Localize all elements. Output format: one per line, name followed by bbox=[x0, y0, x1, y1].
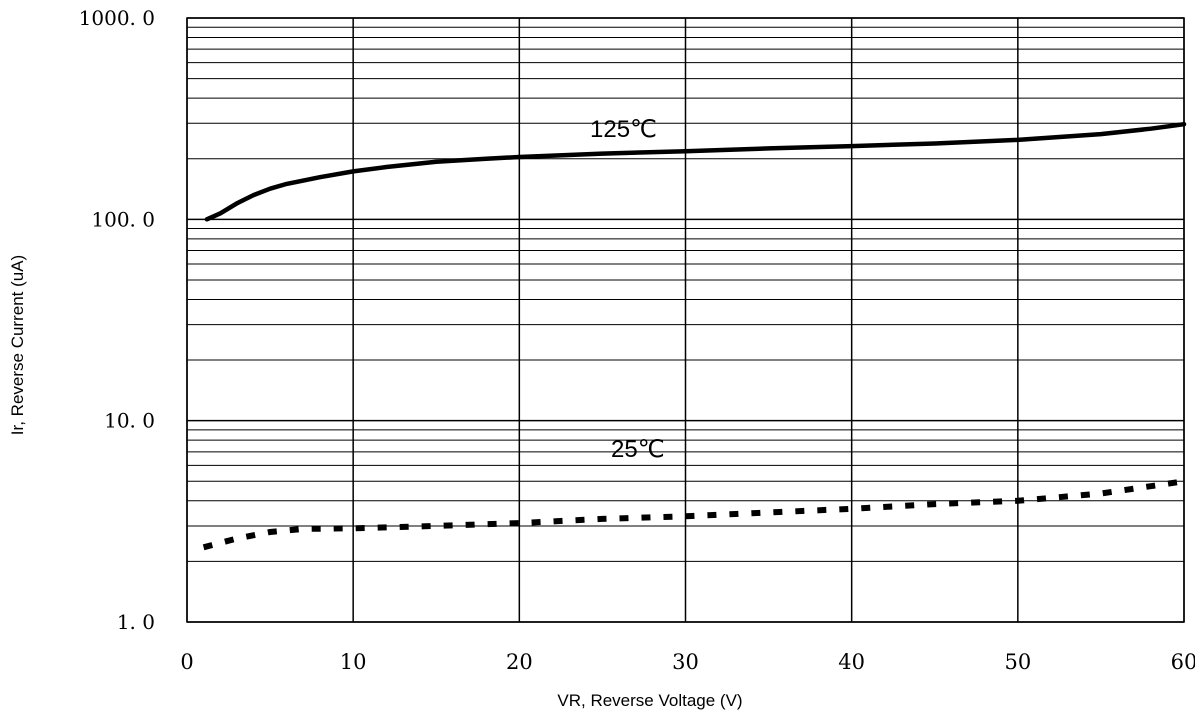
x-tick-label: 40 bbox=[838, 650, 865, 674]
series-lines bbox=[202, 121, 1187, 551]
x-tick-label: 20 bbox=[506, 650, 533, 674]
x-tick-label: 0 bbox=[180, 650, 193, 674]
y-tick-label: 1. 0 bbox=[117, 610, 155, 634]
series-label-125c: 125℃ bbox=[590, 116, 657, 143]
x-tick-label: 30 bbox=[672, 650, 699, 674]
y-tick-label: 100. 0 bbox=[91, 207, 155, 231]
x-tick-label: 50 bbox=[1004, 650, 1031, 674]
y-axis-title: Ir, Reverse Current (uA) bbox=[8, 255, 27, 435]
y-tick-label: 10. 0 bbox=[104, 409, 155, 433]
series-line-25c bbox=[202, 478, 1185, 551]
series-label-25c: 25℃ bbox=[611, 436, 665, 463]
y-tick-label: 1000. 0 bbox=[79, 6, 155, 30]
x-tick-label: 10 bbox=[340, 650, 367, 674]
series-line-125c bbox=[204, 121, 1187, 222]
plot-frame bbox=[186, 17, 1185, 623]
x-tick-label: 60 bbox=[1171, 650, 1195, 674]
x-axis-title: VR, Reverse Voltage (V) bbox=[557, 691, 742, 710]
x-tick-labels: 0 10 20 30 40 50 60 bbox=[180, 650, 1195, 674]
y-tick-labels: 1. 0 10. 0 100. 0 1000. 0 bbox=[79, 6, 155, 634]
